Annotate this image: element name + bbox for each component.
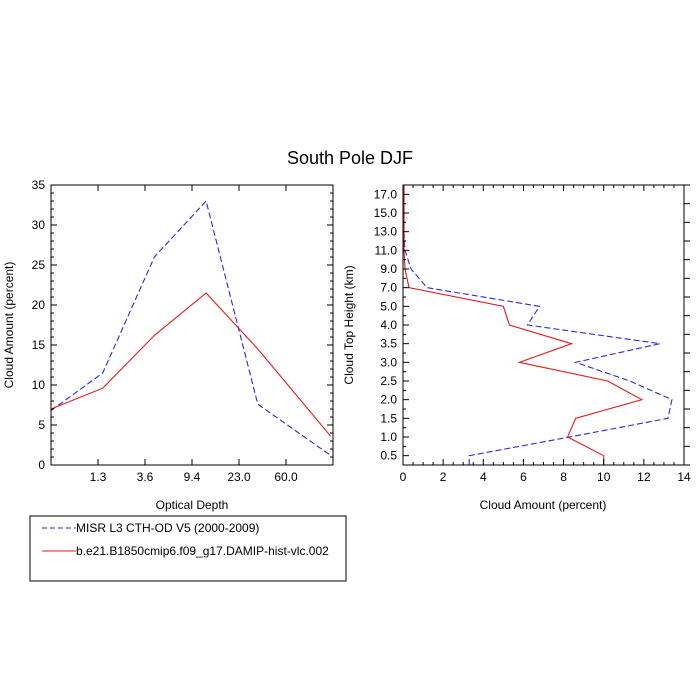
- left-xtick-label: 3.6: [137, 470, 154, 484]
- left-ytick-label: 30: [32, 218, 46, 232]
- right-series-obs-line: [403, 185, 673, 465]
- right-xtick-label: 2: [440, 470, 447, 484]
- chart-title: South Pole DJF: [287, 148, 413, 168]
- right-xlabel: Cloud Amount (percent): [480, 498, 607, 512]
- left-ytick-label: 35: [32, 178, 46, 192]
- right-ytick-label: 3.0: [380, 355, 397, 369]
- left-xtick-label: 23.0: [227, 470, 251, 484]
- left-plot-frame: [50, 184, 334, 466]
- left-ytick-label: 10: [32, 378, 46, 392]
- right-ytick-label: 1.5: [380, 411, 397, 425]
- left-series-model-line: [50, 292, 332, 437]
- legend-label-model: b.e21.B1850cmip6.f09_g17.DAMIP-hist-vlc.…: [76, 544, 329, 558]
- left-xlabel: Optical Depth: [156, 498, 229, 512]
- left-xtick-label: 1.3: [90, 470, 107, 484]
- right-xtick-label: 4: [480, 470, 487, 484]
- right-ytick-label: 2.0: [380, 393, 397, 407]
- right-ytick-label: 4.0: [380, 318, 397, 332]
- right-ytick-label: 1.0: [380, 430, 397, 444]
- left-xtick-label: 9.4: [184, 470, 201, 484]
- legend-box: [29, 515, 347, 582]
- left-ytick-label: 20: [32, 298, 46, 312]
- right-xtick-label: 8: [560, 470, 567, 484]
- right-xtick-label: 0: [400, 470, 407, 484]
- right-ytick-label: 9.0: [380, 262, 397, 276]
- right-ytick-label: 11.0: [375, 243, 398, 257]
- left-series-obs-line: [50, 199, 331, 456]
- right-panel: 0 2 4 6 8 10 12 14 0.5 1.0 1.5 2.0 2.5 3.0 3.5 4.0 5.0 7.…: [342, 184, 691, 512]
- legend: MISR L3 CTH-OD V5 (2000-2009) b.e21.B185…: [29, 515, 347, 582]
- right-xtick-label: 12: [637, 470, 651, 484]
- right-ticks: 0 2 4 6 8 10 12 14 0.5 1.0 1.5 2.0 2.5 3.0 3.5 4.0 5.0 7.…: [374, 184, 691, 484]
- right-ytick-label: 15.0: [374, 206, 398, 220]
- right-series-model-line: [403, 185, 644, 465]
- left-ytick-label: 5: [38, 418, 45, 432]
- right-xtick-label: 6: [520, 470, 527, 484]
- right-ytick-label: 2.5: [380, 374, 397, 388]
- right-ytick-label: 17.0: [374, 187, 398, 201]
- left-ylabel: Cloud Amount (percent): [2, 262, 16, 389]
- right-ytick-label: 13.0: [374, 225, 398, 239]
- right-ytick-label: 0.5: [380, 449, 397, 463]
- legend-label-obs: MISR L3 CTH-OD V5 (2000-2009): [76, 521, 259, 535]
- right-ytick-label: 3.5: [380, 337, 397, 351]
- left-ytick-label: 25: [32, 258, 46, 272]
- right-xtick-label: 10: [597, 470, 611, 484]
- right-ylabel: Cloud Top Height (km): [342, 265, 356, 384]
- left-ytick-label: 15: [32, 338, 46, 352]
- left-xtick-label: 60.0: [274, 470, 298, 484]
- left-ticks: 0 5 10 15 20 25 30 35 1.3 3.6 9.4 23.0 60.0: [32, 178, 334, 484]
- right-series-group: [403, 185, 673, 465]
- right-ytick-label: 7.0: [380, 281, 397, 295]
- left-panel: 0 5 10 15 20 25 30 35 1.3 3.6 9.4 23.0 60.0 Optical …: [2, 178, 334, 512]
- left-ytick-label: 0: [38, 458, 45, 472]
- left-series-group: [50, 199, 332, 456]
- right-ytick-label: 5.0: [380, 299, 397, 313]
- right-xtick-label: 14: [677, 470, 691, 484]
